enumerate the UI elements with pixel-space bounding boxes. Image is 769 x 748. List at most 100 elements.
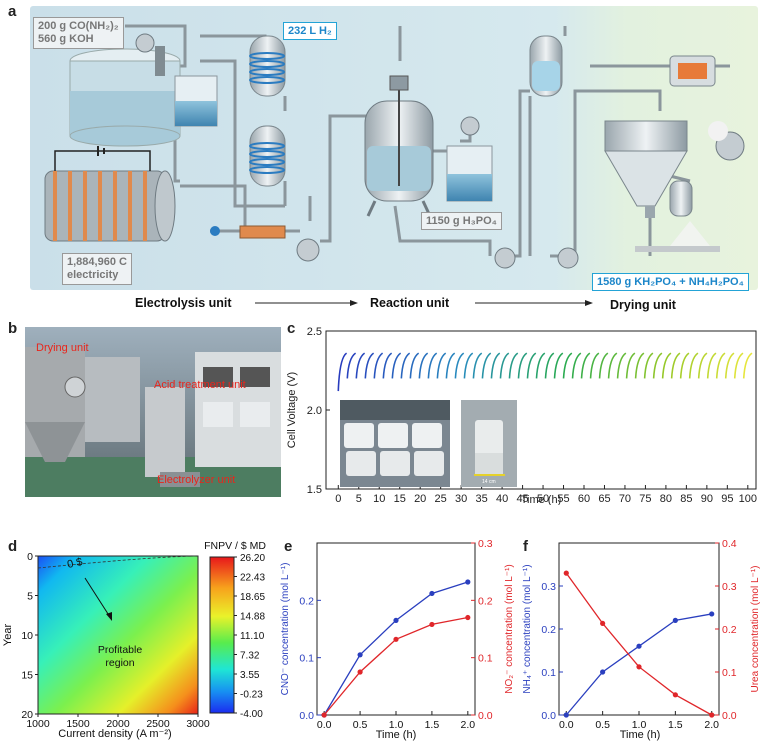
panel-e-label: e (284, 538, 293, 555)
panel-b-label: b (8, 320, 18, 337)
panel-f-label: f (523, 538, 528, 555)
voltage-cycle (562, 352, 573, 379)
x-tick-label: 1.0 (632, 719, 647, 731)
voltage-cycle (598, 352, 609, 379)
unit-reaction: Reaction unit (370, 296, 450, 310)
series-line-right (323, 616, 468, 716)
x-tick-label: 70 (619, 493, 631, 505)
voltage-cycle (355, 352, 366, 379)
chart-c: 0 5 10 15 20 25 30 35 40 45 50 55 60 65 70 75 80 85 90 95 10… (284, 325, 764, 506)
colorbar-tick-label: 7.32 (240, 651, 260, 662)
h2-box: 232 L H₂ (283, 22, 337, 40)
process-diagram-svg (30, 6, 758, 303)
data-point-right (429, 621, 435, 628)
y-tick-label: 2.5 (307, 326, 322, 338)
data-point-right (636, 664, 642, 670)
x-tick-label: 25 (435, 493, 447, 505)
colorbar-tick-label: -0.23 (240, 690, 263, 701)
electricity-coulombs: 1,884,960 C (67, 256, 127, 268)
x-tick-label: 80 (660, 493, 672, 505)
panel-d-label: d (8, 538, 18, 555)
voltage-cycle (337, 352, 348, 392)
voltage-cycle (463, 352, 474, 379)
chart-e-ylabel-left: CNO⁻ concentration (mol L⁻¹) (280, 563, 291, 696)
voltage-cycle (724, 352, 735, 379)
chart-c-ylabel: Cell Voltage (V) (286, 372, 298, 448)
chart-f-svg: 0.0 0.5 1.0 1.5 2.00.00.10.20.30.00.10.20.30… (522, 538, 761, 741)
voltage-cycle (508, 352, 519, 379)
x-tick-label: 90 (701, 493, 713, 505)
data-point-right (563, 570, 569, 576)
x-tick-label: 2.0 (461, 719, 476, 731)
x-tick-label: 5 (356, 493, 362, 505)
chart-d-xlabel: Current density (A m⁻²) (58, 728, 171, 740)
inputs-box: 200 g CO(NH₂)₂ 560 g KOH (33, 17, 124, 49)
data-point-left (393, 617, 399, 623)
voltage-cycle (382, 352, 393, 379)
h3po4-box: 1150 g H₃PO₄ (421, 212, 502, 230)
data-point-left (357, 652, 363, 658)
x-tick-label: 60 (578, 493, 590, 505)
voltage-cycle (697, 352, 708, 379)
product-box: 1580 g KH₂PO₄ + NH₄H₂PO₄ (592, 273, 749, 291)
panel-c-label: c (287, 320, 296, 337)
voltage-cycle (661, 352, 672, 379)
voltage-cycle (670, 352, 681, 379)
x-tick-label: 85 (680, 493, 692, 505)
y-right-tick-label: 0.4 (722, 538, 737, 550)
x-tick-label: 0 (335, 493, 341, 505)
data-point-left (429, 590, 435, 597)
voltage-cycle (679, 352, 690, 379)
x-tick-label: 45 (516, 493, 528, 505)
x-tick-label: 1.5 (425, 719, 440, 731)
chart-c-xlabel: Time (h) (521, 494, 562, 505)
colorbar-tick-label: -4.00 (240, 709, 263, 720)
unit-electrolysis: Electrolysis unit (135, 296, 232, 310)
y-tick-label: 0 (27, 551, 33, 563)
series-line-left (323, 581, 469, 716)
voltage-cycle (436, 352, 447, 379)
voltage-cycle (481, 352, 492, 379)
process-diagram (30, 6, 758, 303)
voltage-cycle (472, 352, 483, 379)
voltage-cycle (445, 352, 456, 379)
chart-d-svg: 0 $ Profitable region 1000 1500 2000 2500 30… (2, 540, 266, 740)
x-tick-label: 1.0 (389, 719, 404, 731)
voltage-cycle (535, 352, 546, 379)
chart-f-xlabel: Time (h) (620, 729, 661, 741)
data-point-right (600, 620, 606, 627)
y-right-tick-label: 0.1 (722, 667, 737, 679)
y-tick-label: 2.0 (307, 405, 322, 417)
y-left-tick-label: 0.0 (299, 710, 314, 722)
photo-label-acid: Acid treatment unit (154, 379, 246, 391)
annotation-line1: Profitable (98, 644, 143, 656)
contour-label: 0 $ (66, 556, 83, 571)
inputs-koh: 560 g KOH (38, 33, 94, 45)
y-left-tick-label: 0.1 (541, 667, 556, 679)
electrolyzer (44, 146, 176, 242)
chart-d: 0 $ Profitable region 1000 1500 2000 2500 30… (0, 535, 276, 740)
colorbar-tick-label: 18.65 (240, 592, 265, 603)
x-tick-label: 50 (537, 493, 549, 505)
voltage-cycle (643, 352, 654, 379)
voltage-cycle (589, 352, 600, 379)
x-tick-label: 40 (496, 493, 508, 505)
annotation-line2: region (105, 657, 134, 669)
voltage-cycle (580, 352, 591, 379)
y-right-tick-label: 0.2 (722, 624, 737, 636)
voltage-cycle (553, 352, 564, 379)
y-right-tick-label: 0.0 (722, 710, 737, 722)
data-point-left (709, 611, 715, 617)
data-point-right (393, 636, 399, 642)
data-point-left (563, 712, 569, 718)
voltage-cycle (526, 352, 537, 379)
voltage-cycle (742, 352, 753, 379)
voltage-cycle (544, 352, 555, 379)
x-tick-label: 2000 (106, 718, 130, 730)
panel-a-label: a (8, 3, 17, 20)
voltage-cycle (688, 352, 699, 379)
x-tick-label: 100 (739, 493, 757, 505)
photo-label-electrolyzer: Electrolyzer unit (157, 474, 236, 486)
y-left-tick-label: 0.2 (299, 595, 314, 607)
dryer (604, 55, 745, 252)
